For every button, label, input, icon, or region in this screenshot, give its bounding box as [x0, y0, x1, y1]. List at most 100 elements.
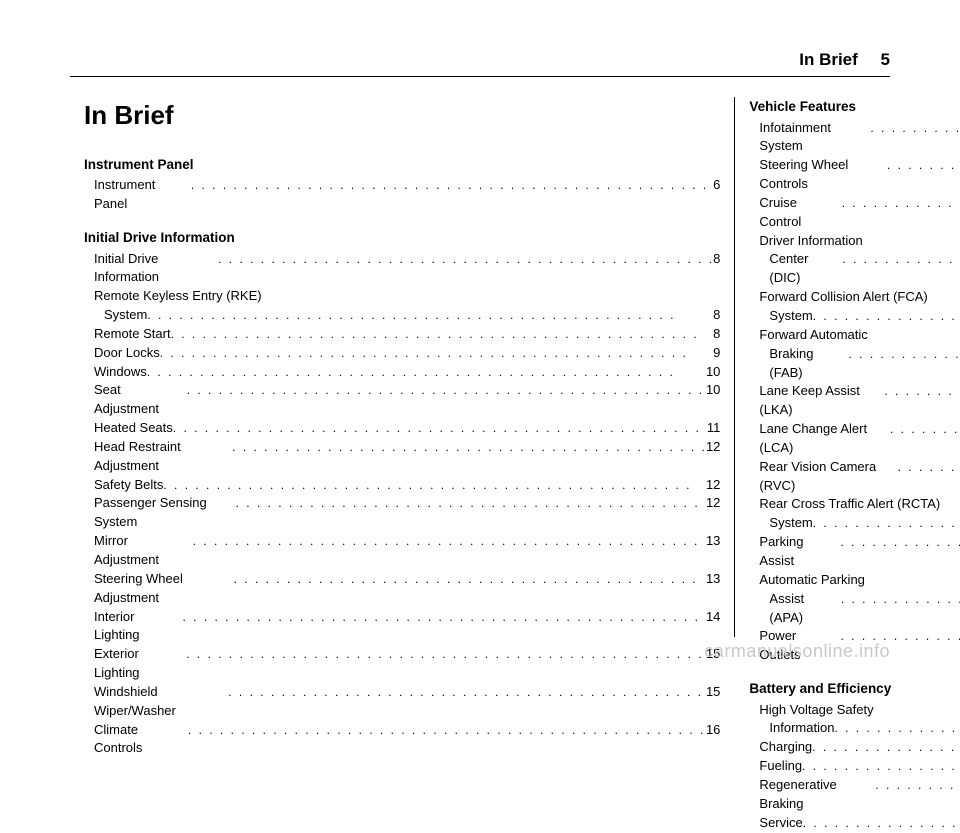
toc-label: Forward Automatic [759, 326, 867, 345]
toc-label: Infotainment System [759, 119, 870, 157]
toc-label: Lane Change Alert (LCA) [759, 420, 890, 458]
toc-section-heading: Vehicle Features [749, 97, 960, 117]
toc-leader-dots [841, 590, 960, 609]
toc-leader-dots [842, 250, 960, 269]
toc-label: Rear Vision Camera (RVC) [759, 458, 897, 496]
toc-label: Center (DIC) [769, 250, 842, 288]
toc-entry: Climate Controls16 [84, 721, 720, 759]
toc-entry: Interior Lighting14 [84, 608, 720, 646]
toc-entry: Exterior Lighting15 [84, 645, 720, 683]
toc-leader-dots [842, 194, 960, 213]
toc-section-heading: Battery and Efficiency [749, 679, 960, 699]
toc-page-number: 15 [704, 683, 720, 702]
toc-entry: Lane Change Alert (LCA)18 [749, 420, 960, 458]
toc-entry: Windows 10 [84, 363, 720, 382]
toc-label: Driver Information [759, 232, 862, 251]
toc-page-number: 11 [705, 419, 721, 438]
toc-label: High Voltage Safety [759, 701, 873, 720]
toc-entry: Automatic Parking [749, 571, 960, 590]
toc-leader-dots [193, 532, 704, 551]
toc-page-number: 10 [704, 381, 720, 400]
toc-entry: Service24 [749, 814, 960, 833]
toc-entry: Assist (APA)19 [749, 590, 960, 628]
toc-leader-dots [234, 570, 704, 589]
toc-entry: Parking Assist18 [749, 533, 960, 571]
toc-label: Lane Keep Assist (LKA) [759, 382, 884, 420]
toc-entry: Seat Adjustment 10 [84, 381, 720, 419]
toc-entry: Door Locks9 [84, 344, 720, 363]
toc-label: Cruise Control [759, 194, 841, 232]
toc-leader-dots [875, 776, 960, 795]
toc-entry: Regenerative Braking23 [749, 776, 960, 814]
toc-page-number: 8 [711, 306, 720, 325]
toc-label: Seat Adjustment [94, 381, 187, 419]
toc-page-number: 8 [711, 250, 720, 269]
toc-label: Parking Assist [759, 533, 840, 571]
toc-leader-dots [884, 382, 960, 401]
toc-page-number: 12 [704, 438, 720, 457]
toc-label: Regenerative Braking [759, 776, 875, 814]
toc-entry: Steering Wheel Controls16 [749, 156, 960, 194]
toc-entry: System18 [749, 514, 960, 533]
toc-leader-dots [803, 814, 960, 833]
toc-entry: Remote Start8 [84, 325, 720, 344]
chapter-title: In Brief [799, 50, 858, 69]
toc-entry: Lane Keep Assist (LKA)18 [749, 382, 960, 420]
toc-page-number: 10 [704, 363, 720, 382]
toc-leader-dots [187, 381, 704, 400]
toc-leader-dots [236, 494, 704, 513]
toc-label: System [769, 514, 812, 533]
toc-entry: Infotainment System16 [749, 119, 960, 157]
toc-leader-dots [218, 250, 711, 269]
toc-entry: Initial Drive Information8 [84, 250, 720, 288]
toc-page-number: 12 [704, 494, 720, 513]
toc-label: Information [769, 719, 834, 738]
toc-label: Remote Keyless Entry (RKE) [94, 287, 262, 306]
toc-label: Steering Wheel Adjustment [94, 570, 234, 608]
toc-columns: In BriefInstrument PanelInstrument Panel… [70, 97, 890, 637]
toc-leader-dots [849, 345, 960, 364]
page-number: 5 [881, 50, 890, 69]
toc-entry: Passenger Sensing System12 [84, 494, 720, 532]
toc-label: Head Restraint Adjustment [94, 438, 232, 476]
toc-leader-dots [813, 514, 960, 533]
toc-section-heading: Initial Drive Information [84, 228, 720, 248]
toc-page-number: 12 [704, 476, 720, 495]
toc-leader-dots [834, 719, 960, 738]
toc-entry: System17 [749, 307, 960, 326]
toc-leader-dots [228, 683, 704, 702]
toc-entry: Windshield Wiper/Washer 15 [84, 683, 720, 721]
toc-label: Charging [759, 738, 812, 757]
watermark: carmanualsonline.info [704, 641, 890, 662]
toc-entry: Rear Cross Traffic Alert (RCTA) [749, 495, 960, 514]
toc-leader-dots [147, 306, 711, 325]
toc-label: Climate Controls [94, 721, 188, 759]
toc-leader-dots [191, 176, 711, 195]
toc-entry: High Voltage Safety [749, 701, 960, 720]
toc-label: Windshield Wiper/Washer [94, 683, 228, 721]
toc-label: Service [759, 814, 802, 833]
toc-label: Automatic Parking [759, 571, 865, 590]
toc-label: Remote Start [94, 325, 171, 344]
toc-label: Rear Cross Traffic Alert (RCTA) [759, 495, 940, 514]
toc-entry: Forward Collision Alert (FCA) [749, 288, 960, 307]
toc-page-number: 9 [711, 344, 720, 363]
toc-leader-dots [188, 721, 704, 740]
toc-leader-dots [232, 438, 704, 457]
toc-label: Forward Collision Alert (FCA) [759, 288, 927, 307]
toc-leader-dots [186, 645, 704, 664]
toc-entry: Heated Seats11 [84, 419, 720, 438]
toc-label: Fueling [759, 757, 802, 776]
toc-entry: Remote Keyless Entry (RKE) [84, 287, 720, 306]
toc-entry: Safety Belts 12 [84, 476, 720, 495]
toc-label: Instrument Panel [94, 176, 191, 214]
toc-entry: Steering Wheel Adjustment13 [84, 570, 720, 608]
toc-leader-dots [802, 757, 960, 776]
toc-label: Safety Belts [94, 476, 163, 495]
chapter-heading: In Brief [84, 97, 720, 135]
toc-entry: Information19 [749, 719, 960, 738]
toc-label: Windows [94, 363, 147, 382]
toc-label: System [104, 306, 147, 325]
toc-page-number: 13 [704, 532, 720, 551]
page-header: In Brief 5 [70, 50, 890, 77]
